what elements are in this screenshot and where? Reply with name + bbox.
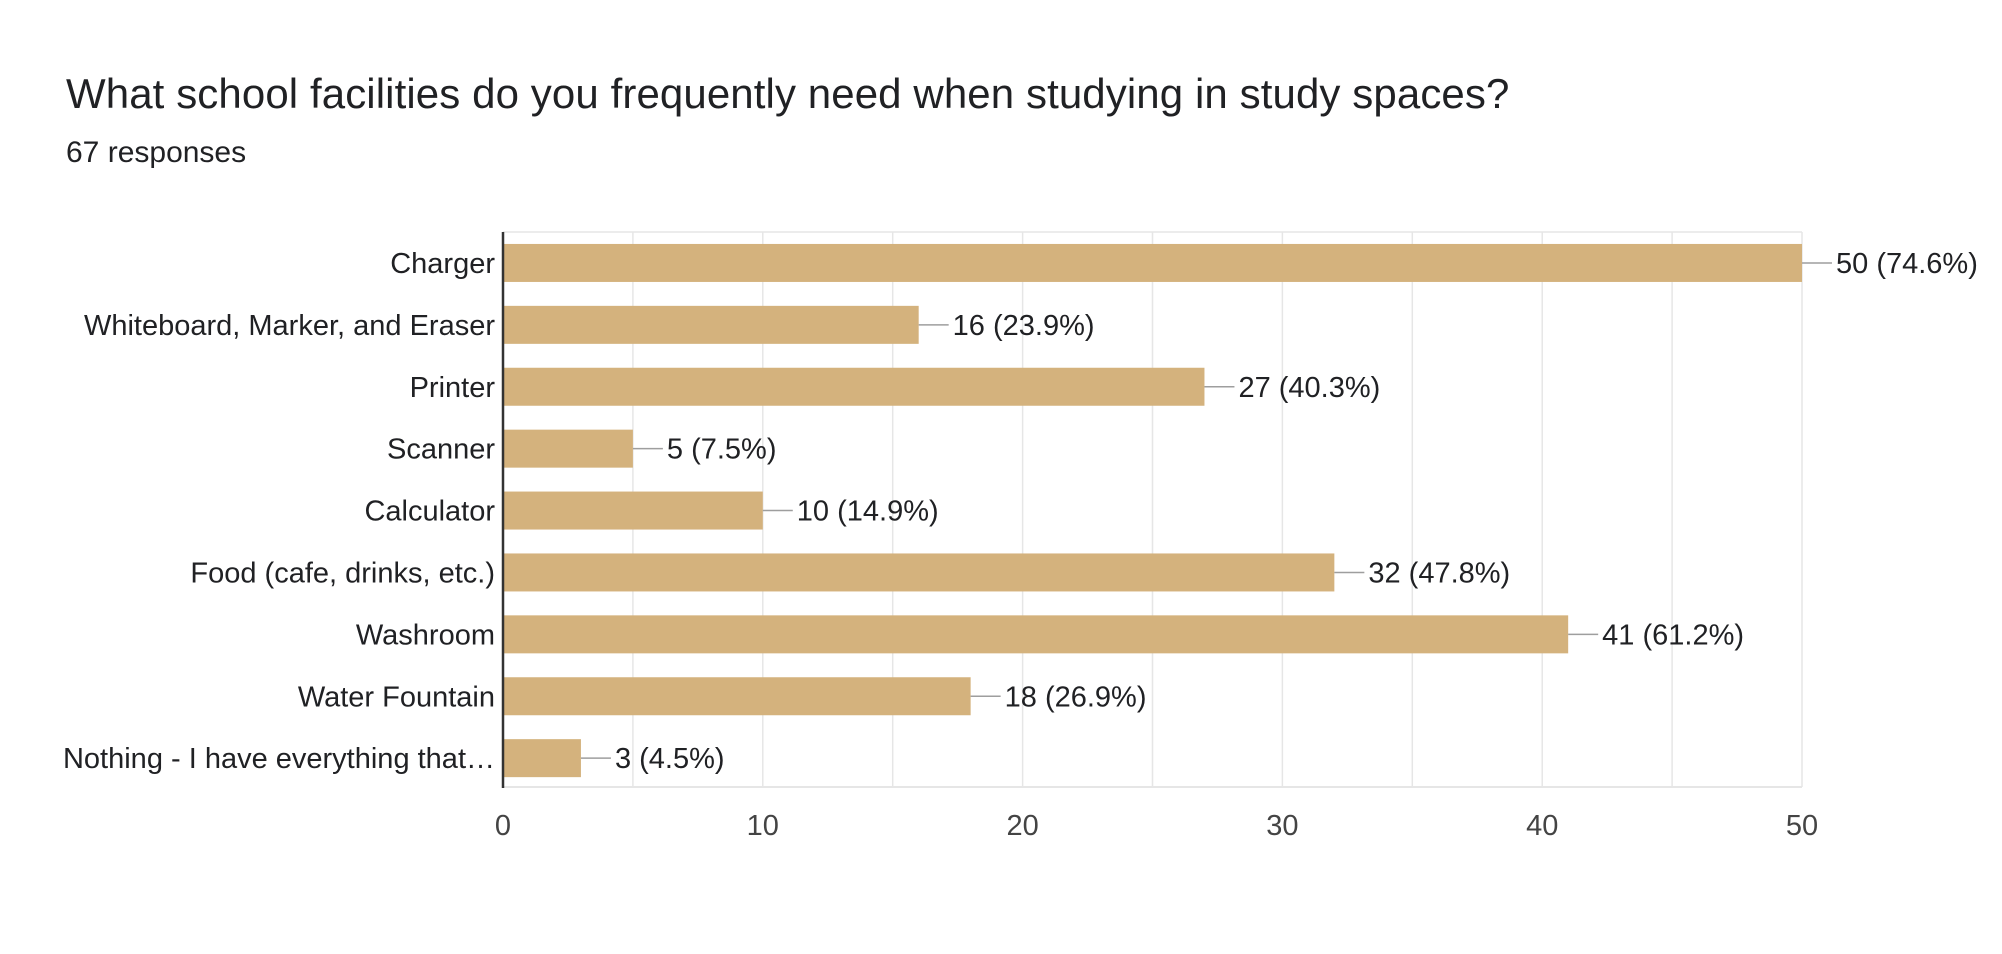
data-label: 50 (74.6%) [1836,248,1978,280]
chart-title: What school facilities do you frequently… [66,70,1510,117]
bar [503,491,763,530]
bar [503,243,1802,282]
x-tick-label: 10 [747,810,779,842]
category-label: Water Fountain [298,681,495,713]
bar [503,429,633,468]
bar [503,615,1569,654]
bar [503,367,1205,406]
x-tick-label: 20 [1006,810,1038,842]
x-tick-label: 30 [1266,810,1298,842]
bar [503,553,1335,592]
bar [503,305,919,344]
category-label: Printer [410,372,496,404]
labels: 50 (74.6%) Charger 16 (23.9%) Whiteboard, M… [63,248,1978,775]
bar [503,677,971,716]
category-label: Nothing - I have everything that… [63,743,495,775]
data-label: 41 (61.2%) [1602,619,1744,651]
category-label: Calculator [364,496,495,528]
data-label: 10 (14.9%) [797,496,939,528]
x-tick-label: 50 [1786,810,1818,842]
data-label: 5 (7.5%) [667,434,777,466]
x-tick-label: 0 [495,810,511,842]
data-label: 32 (47.8%) [1368,557,1510,589]
category-label: Washroom [356,619,495,651]
data-label: 27 (40.3%) [1238,372,1380,404]
bar [503,739,581,778]
data-label: 16 (23.9%) [953,310,1095,342]
axes: 0 10 20 30 40 50 [495,232,1818,842]
data-label: 3 (4.5%) [615,743,725,775]
category-label: Charger [390,248,495,280]
x-tick-label: 40 [1526,810,1558,842]
category-label: Scanner [387,434,495,466]
response-count: 67 responses [66,136,247,169]
bars [503,243,1802,778]
category-label: Whiteboard, Marker, and Eraser [84,310,495,342]
data-label: 18 (26.9%) [1005,681,1147,713]
grid-lines [502,231,1803,788]
category-label: Food (cafe, drinks, etc.) [190,557,495,589]
